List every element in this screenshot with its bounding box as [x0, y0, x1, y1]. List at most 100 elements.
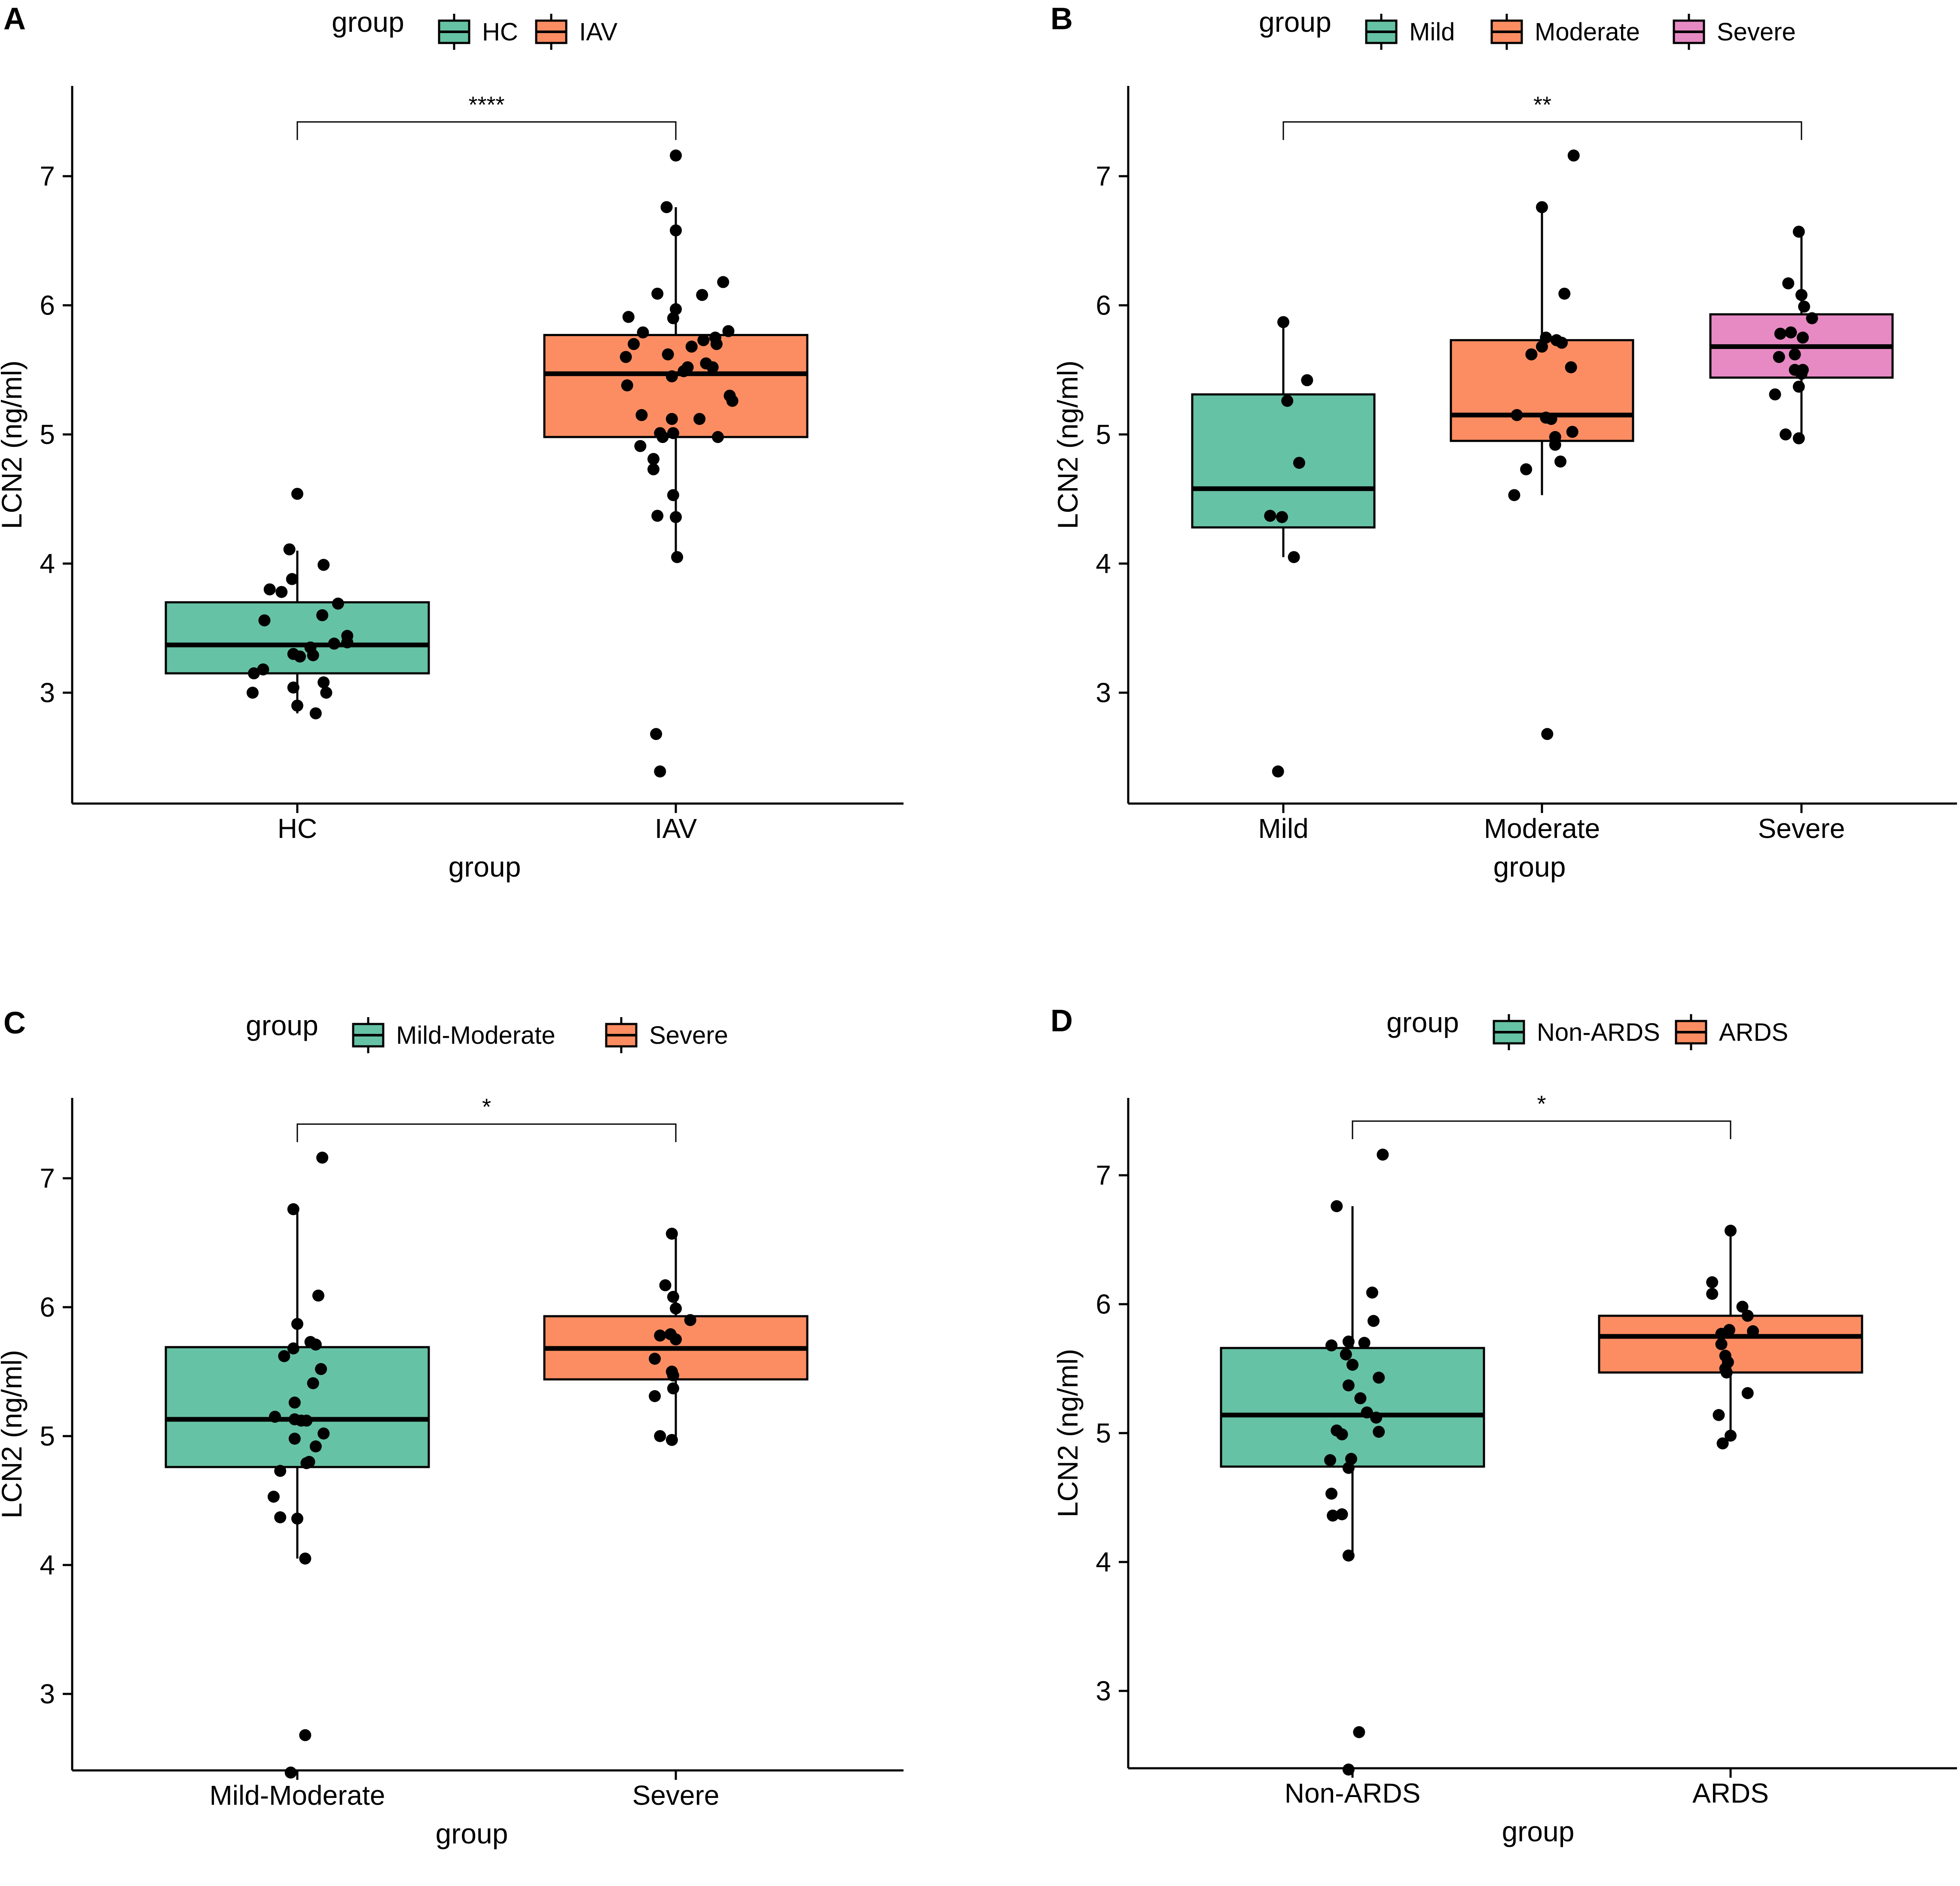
data-point [332, 597, 344, 610]
data-point [1780, 428, 1792, 440]
data-point [1373, 1426, 1385, 1438]
data-point [697, 334, 710, 346]
data-point [1340, 1348, 1352, 1360]
data-point [667, 312, 679, 324]
data-point [1324, 1454, 1336, 1466]
data-point [670, 1333, 682, 1345]
box-iav [543, 207, 809, 557]
data-point [1508, 489, 1520, 501]
data-point [1342, 1764, 1355, 1776]
data-point [283, 543, 296, 556]
y-tick-label: 7 [40, 1163, 55, 1194]
data-point [1325, 1339, 1338, 1351]
data-point [309, 1440, 322, 1452]
significance-bracket: ** [1282, 92, 1802, 140]
data-point [681, 361, 694, 373]
data-point [1525, 348, 1538, 361]
data-point [287, 681, 299, 694]
data-point [267, 1491, 280, 1503]
bracket-line [1282, 121, 1802, 140]
data-point [1773, 351, 1785, 363]
data-point [726, 394, 739, 407]
data-point [1774, 327, 1786, 340]
data-point [637, 326, 649, 339]
y-tick-label: 7 [1096, 161, 1111, 192]
data-point [1346, 1359, 1359, 1371]
data-point [654, 1330, 666, 1342]
data-point [634, 440, 647, 452]
data-point [1342, 1550, 1355, 1562]
y-tick-label: 5 [1096, 1418, 1111, 1449]
data-point [1345, 1453, 1357, 1465]
data-point [1736, 1301, 1749, 1313]
data-point [1798, 300, 1810, 313]
significance-bracket: * [296, 1094, 677, 1142]
box-body [1191, 393, 1376, 529]
points-iav [620, 149, 739, 778]
data-point [291, 700, 303, 712]
data-point [667, 1382, 679, 1394]
points-moderate [1508, 149, 1580, 740]
x-tick-label: Non-ARDS [1285, 1778, 1421, 1809]
data-point [693, 413, 706, 425]
data-point [316, 1152, 329, 1164]
data-point [1722, 1356, 1734, 1368]
y-tick-label: 4 [1096, 548, 1111, 579]
data-point [1342, 1336, 1355, 1348]
data-point [246, 687, 259, 699]
data-point [621, 379, 633, 391]
data-point [649, 1390, 661, 1402]
data-point [1353, 1726, 1365, 1738]
data-point [288, 1433, 301, 1445]
data-point [662, 348, 674, 361]
x-tick-label: HC [278, 813, 317, 844]
legend-item-iav: IAV [535, 14, 617, 50]
data-point [670, 303, 682, 315]
data-point [670, 1302, 682, 1314]
data-point [666, 1434, 678, 1446]
legend: group Mild-Moderate Severe [246, 1009, 728, 1053]
legend-title: group [246, 1009, 318, 1041]
data-point [1272, 765, 1284, 778]
legend-label: Severe [649, 1021, 728, 1049]
data-point [1797, 331, 1809, 344]
legend-label: Moderate [1535, 18, 1640, 46]
data-point [278, 1350, 290, 1362]
x-axis-title: group [1502, 1816, 1575, 1847]
data-point [635, 409, 648, 421]
x-tick-label: Mild [1258, 813, 1308, 844]
x-tick-label: ARDS [1692, 1778, 1769, 1809]
data-point [257, 663, 269, 676]
data-point [315, 1363, 327, 1375]
legend-item-hc: HC [438, 14, 518, 50]
data-point [1536, 201, 1548, 214]
x-tick-label: Moderate [1484, 813, 1600, 844]
data-point [1565, 361, 1577, 373]
data-point [320, 687, 333, 699]
data-point [1713, 1409, 1725, 1421]
data-point [287, 1342, 299, 1354]
data-point [670, 149, 682, 162]
significance-label: * [1537, 1091, 1546, 1117]
significance-label: ** [1533, 92, 1551, 118]
data-point [1725, 1225, 1737, 1237]
data-point [660, 201, 673, 214]
x-tick-label: IAV [655, 813, 697, 844]
data-point [1741, 1387, 1754, 1399]
data-point [307, 649, 319, 661]
legend-label: IAV [579, 18, 617, 46]
data-point [667, 489, 679, 501]
legend-label: Mild [1409, 18, 1455, 46]
data-point [654, 1430, 666, 1442]
data-point [667, 427, 679, 439]
data-point [1277, 316, 1289, 328]
data-point [303, 1456, 315, 1468]
legend-title: group [1386, 1006, 1459, 1038]
data-point [1342, 1379, 1355, 1391]
x-axis-title: group [449, 851, 521, 883]
data-point [291, 1513, 303, 1525]
legend-title: group [1259, 6, 1331, 38]
y-tick-label: 6 [1096, 290, 1111, 321]
